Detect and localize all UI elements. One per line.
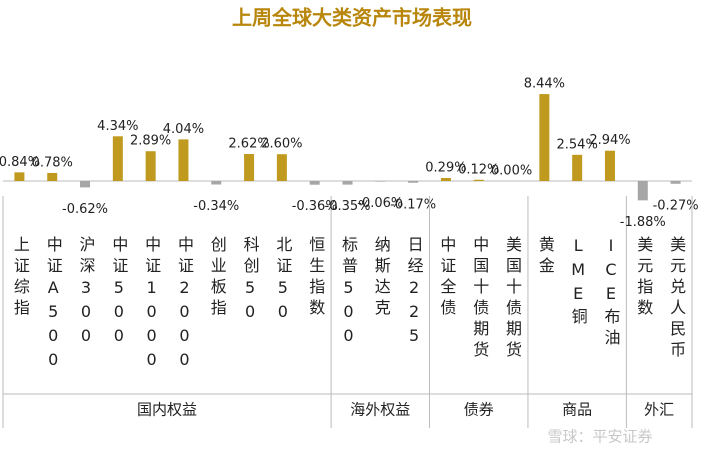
group-label: 海外权益 <box>350 401 410 419</box>
bar <box>473 179 484 181</box>
bar <box>539 94 550 181</box>
value-label: -0.27% <box>653 198 699 213</box>
bar <box>14 172 25 181</box>
category-label: 沪深300 <box>77 236 96 350</box>
bar <box>276 154 287 181</box>
value-label: 2.54% <box>557 137 598 152</box>
category-label: 中证500 <box>109 236 128 350</box>
value-label: 0.00% <box>491 164 532 179</box>
value-label: -0.06% <box>357 196 403 211</box>
bar <box>408 181 419 183</box>
group-label: 商品 <box>562 401 592 419</box>
value-label: 0.84% <box>0 155 40 170</box>
bar <box>178 139 189 181</box>
value-label: -0.36% <box>292 199 338 214</box>
category-label: 中证2000 <box>175 236 194 374</box>
category-label: 中证A500 <box>44 236 63 374</box>
bar <box>637 181 648 201</box>
category-label: 黄金 <box>536 236 555 278</box>
bar <box>211 181 222 185</box>
bar <box>375 181 386 182</box>
category-label: 中证全债 <box>437 236 456 320</box>
value-label: -0.34% <box>193 199 239 214</box>
chart-title: 上周全球大类资产市场表现 <box>232 6 472 30</box>
category-label: 标普500 <box>339 236 358 350</box>
value-label: -1.88% <box>620 215 666 230</box>
value-label: 8.44% <box>524 77 565 92</box>
category-label: 美国十债期货 <box>503 236 522 362</box>
category-label: 纳斯达克 <box>372 236 391 320</box>
value-label: 2.60% <box>261 137 302 152</box>
category-label: 日经225 <box>405 236 424 350</box>
value-label: -0.17% <box>390 197 436 212</box>
value-label: 2.89% <box>130 134 171 149</box>
value-label: 4.04% <box>163 122 204 137</box>
value-label: 0.29% <box>425 161 466 176</box>
bar <box>47 172 58 181</box>
value-label: 2.62% <box>228 137 269 152</box>
category-label: 北证50 <box>273 236 292 326</box>
group-label: 国内权益 <box>137 401 197 419</box>
bar <box>572 154 583 181</box>
value-label: -0.62% <box>62 202 108 217</box>
value-label: 2.94% <box>589 133 630 148</box>
category-label: 科创50 <box>241 236 260 326</box>
category-label: LME铜 <box>569 236 588 329</box>
category-label: ICE布油 <box>601 236 620 350</box>
bar <box>440 178 451 181</box>
bar <box>604 150 615 181</box>
value-label: -0.35% <box>325 199 371 214</box>
value-label: 0.78% <box>32 155 73 170</box>
category-label: 中国十债期货 <box>470 236 489 362</box>
category-label: 美元指数 <box>634 236 653 320</box>
category-label: 上证综指 <box>11 236 30 320</box>
bar <box>80 181 91 188</box>
group-label: 债券 <box>464 401 494 419</box>
bar <box>145 151 156 181</box>
bar <box>342 181 353 185</box>
value-label: 4.34% <box>97 119 138 134</box>
group-label: 外汇 <box>644 401 674 419</box>
bar <box>670 181 681 184</box>
bar <box>112 136 123 181</box>
category-label: 中证1000 <box>142 236 161 374</box>
bar <box>244 154 255 181</box>
category-label: 美元兑人民币 <box>667 236 686 362</box>
watermark: 雪球：平安证券 <box>547 428 652 446</box>
category-label: 恒生指数 <box>306 236 325 320</box>
value-label: 0.12% <box>458 162 499 177</box>
category-label: 创业板指 <box>208 236 227 320</box>
bar <box>309 181 320 185</box>
